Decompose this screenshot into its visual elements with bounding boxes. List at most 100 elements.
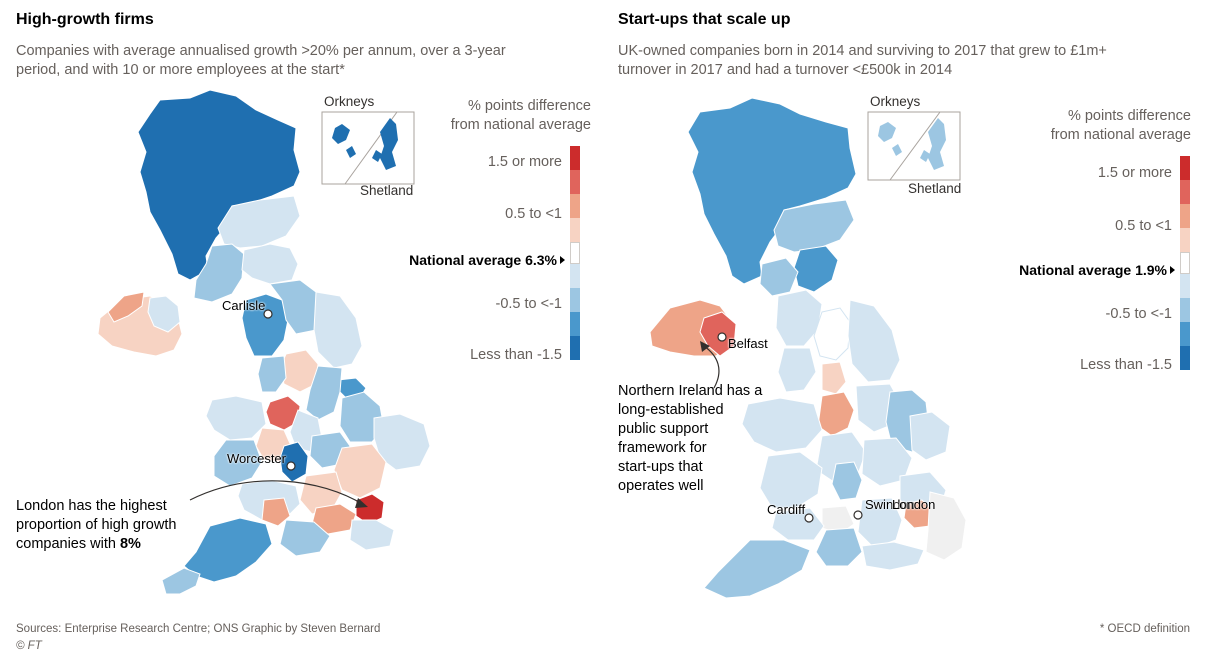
annotation-arrowhead <box>355 498 368 508</box>
legend-swatch <box>570 312 580 336</box>
map-region <box>759 451 823 509</box>
annotation-line: companies with 8% <box>16 535 176 554</box>
map-region <box>909 411 951 461</box>
annotation-arrow <box>189 480 365 506</box>
legend-swatch <box>1180 346 1190 370</box>
map-region <box>161 567 201 595</box>
map-region <box>773 199 855 253</box>
pointer-icon <box>560 256 565 264</box>
map-region <box>313 291 363 369</box>
annotation-line: operates well <box>618 478 704 494</box>
legend-label: Less than -1.5 <box>470 347 562 363</box>
map-region <box>279 441 309 483</box>
map-region <box>349 519 395 551</box>
inset-label-orkneys: Orkneys <box>324 94 375 109</box>
panel-subtitle: UK-owned companies born in 2014 and surv… <box>618 42 1107 80</box>
shetland-islands <box>920 118 946 170</box>
annotation-line: proportion of high growth <box>16 517 177 533</box>
map-region <box>257 355 287 393</box>
england-wales-regions <box>161 279 431 595</box>
legend-swatch <box>570 336 580 360</box>
northern-ireland-annotation: Northern Ireland has a long-established … <box>618 382 762 496</box>
map-region <box>821 361 847 395</box>
legend-swatch <box>1180 228 1190 252</box>
city-label-belfast: Belfast <box>728 336 768 351</box>
cardiff-marker <box>804 513 814 523</box>
map-region <box>261 497 291 527</box>
map-region <box>355 493 385 525</box>
legend-national-average: National average 1.9% <box>1019 262 1175 278</box>
scotland-region <box>137 89 301 303</box>
map-region <box>775 289 823 347</box>
orkney-shetland-inset <box>321 111 415 185</box>
map-region <box>817 391 855 437</box>
legend-swatch <box>570 218 580 242</box>
subtitle-line: period, and with 10 or more employees at… <box>16 62 345 78</box>
map-region <box>861 541 925 571</box>
inset-label-orkneys: Orkneys <box>870 94 921 109</box>
carlisle-marker <box>263 309 273 319</box>
orkney-shetland-inset <box>867 111 961 181</box>
inset-frame <box>321 111 415 185</box>
map-region <box>241 243 299 285</box>
northern-ireland-region <box>649 299 737 357</box>
map-region <box>373 413 431 471</box>
legend-label: 1.5 or more <box>1097 165 1172 181</box>
legend-swatch <box>570 146 580 170</box>
panel-subtitle: Companies with average annualised growth… <box>16 42 506 80</box>
legend-label: 0.5 to <1 <box>1115 218 1172 234</box>
map-region <box>183 517 273 583</box>
map-region <box>703 539 811 599</box>
copyright: © FT <box>16 640 42 652</box>
legend-swatch <box>570 242 580 264</box>
map-region <box>305 365 343 421</box>
legend-title-line: % points difference <box>467 98 591 114</box>
subtitle-line: turnover in 2017 and had a turnover <£50… <box>618 62 953 78</box>
choropleth-map <box>649 97 967 599</box>
legend-title-line: from national average <box>450 117 591 133</box>
pointer-icon <box>1170 266 1175 274</box>
annotation-line: framework for <box>618 440 707 456</box>
legend-title: % points difference from national averag… <box>1051 107 1191 145</box>
city-label-worcester: Worcester <box>227 451 286 466</box>
orkney-islands <box>332 124 356 158</box>
panel-title: High-growth firms <box>16 11 154 28</box>
map-region <box>265 395 301 431</box>
england-wales-regions <box>703 289 967 599</box>
map-region <box>793 245 839 293</box>
choropleth-map <box>97 89 431 595</box>
map-region <box>213 439 263 487</box>
inset-divider <box>889 111 941 181</box>
legend-swatch <box>1180 204 1190 228</box>
legend-swatch <box>570 264 580 288</box>
map-region <box>193 243 245 303</box>
map-region <box>279 519 331 557</box>
annotation-line: London has the highest <box>16 498 167 514</box>
legend-label: 0.5 to <1 <box>505 206 562 222</box>
legend-swatch <box>570 170 580 194</box>
legend-title-line: % points difference <box>1067 108 1191 124</box>
legend-national-average-text: National average 6.3% <box>409 252 557 268</box>
map-region <box>857 497 903 549</box>
legend-swatch <box>1180 274 1190 298</box>
map-region <box>205 395 267 441</box>
annotation-line: public support <box>618 421 709 437</box>
scotland-region <box>687 97 857 297</box>
legend-swatch <box>1180 298 1190 322</box>
map-region <box>777 347 817 393</box>
sources-credit: Sources: Enterprise Research Centre; ONS… <box>16 623 381 635</box>
subtitle-line: Companies with average annualised growth… <box>16 43 506 59</box>
legend-title-line: from national average <box>1050 127 1191 143</box>
annotation-value: 8% <box>119 536 141 552</box>
map-region <box>813 307 851 361</box>
annotation-arrow <box>703 345 720 389</box>
subtitle-line: UK-owned companies born in 2014 and surv… <box>618 43 1107 59</box>
map-region <box>759 257 799 297</box>
annotation-arrowhead <box>700 341 710 352</box>
map-region <box>741 397 823 453</box>
map-region <box>925 491 967 561</box>
legend-label: 1.5 or more <box>487 154 562 170</box>
map-region <box>847 299 901 383</box>
inset-frame <box>867 111 961 181</box>
legend-swatch <box>1180 156 1190 180</box>
